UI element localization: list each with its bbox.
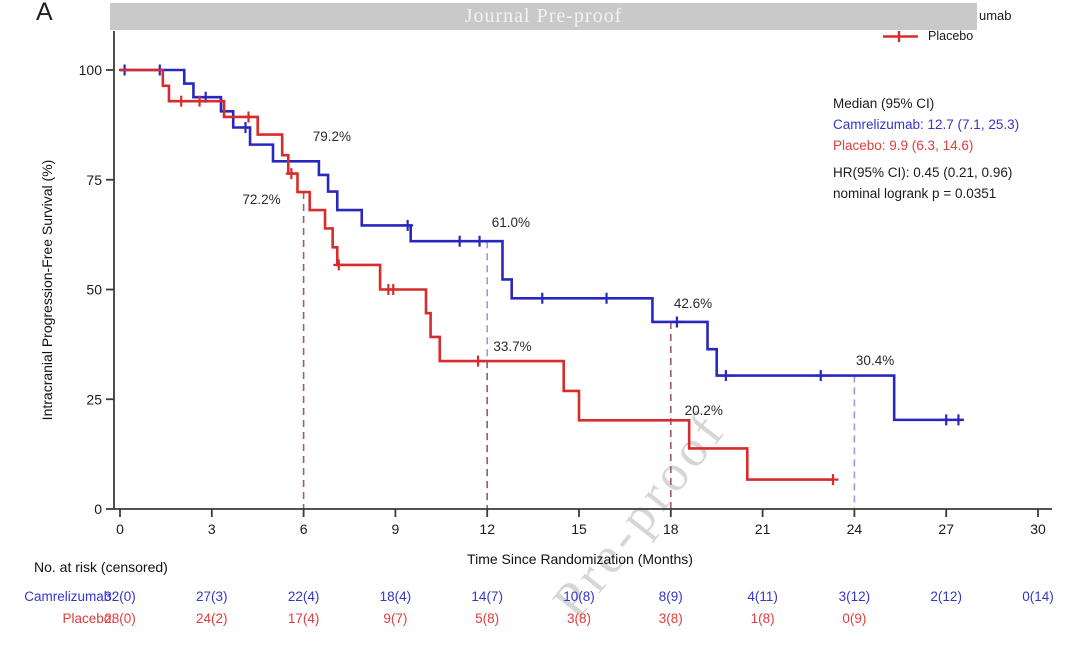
banner-title: Journal Pre-proof <box>464 5 623 27</box>
risk-count: 28(0) <box>104 611 136 626</box>
stat-camrelizumab-median: Camrelizumab: 12.7 (7.1, 25.3) <box>833 117 1020 132</box>
survival-curve-placebo <box>120 68 833 481</box>
landmark-label: 61.0% <box>491 214 531 230</box>
risk-row-label: Placebo: <box>62 611 115 626</box>
landmark-label: 20.2% <box>684 402 723 418</box>
landmark-label: 30.4% <box>855 352 895 368</box>
risk-count: 8(9) <box>658 589 683 604</box>
risk-count: 3(8) <box>658 611 683 626</box>
risk-count: 9(7) <box>383 611 408 626</box>
risk-count: 22(4) <box>287 589 320 604</box>
stat-hazard-ratio: HR(95% CI): 0.45 (0.21, 0.96) <box>833 165 1013 180</box>
landmark-label: 79.2% <box>312 129 352 145</box>
x-tick-label: 0 <box>116 521 124 537</box>
landmark-label: 42.6% <box>673 295 713 311</box>
x-tick-label: 6 <box>300 521 308 537</box>
stat-placebo-median: Placebo: 9.9 (6.3, 14.6) <box>833 138 974 153</box>
risk-count: 0(9) <box>842 611 867 626</box>
y-tick-label: 100 <box>79 62 103 78</box>
y-axis-label: Intracranial Progression-Free Survival (… <box>39 159 55 421</box>
risk-table-header: No. at risk (censored) <box>34 559 168 575</box>
risk-count: 5(8) <box>475 611 500 626</box>
risk-count: 18(4) <box>379 589 412 604</box>
y-tick-label: 50 <box>86 282 102 298</box>
x-tick-label: 30 <box>1030 521 1046 537</box>
risk-count: 3(8) <box>566 611 591 626</box>
risk-count: 17(4) <box>287 611 320 626</box>
risk-count: 3(12) <box>838 589 871 604</box>
stat-median-header: Median (95% CI) <box>833 96 935 111</box>
y-tick-label: 25 <box>86 391 102 407</box>
landmark-label: 33.7% <box>493 338 532 354</box>
placebo-line-marker-icon <box>883 30 918 42</box>
x-tick-label: 24 <box>847 521 863 537</box>
risk-count: 27(3) <box>196 589 228 604</box>
risk-count: 32(0) <box>104 589 136 604</box>
x-tick-label: 3 <box>208 521 216 537</box>
x-tick-label: 21 <box>755 521 771 537</box>
risk-count: 1(8) <box>750 611 775 626</box>
x-axis-label: Time Since Randomization (Months) <box>467 551 693 567</box>
survival-curve-camrelizumab <box>120 68 964 422</box>
panel-label: A <box>36 0 53 26</box>
legend-placebo-entry: Placebo <box>882 29 973 43</box>
risk-count: 0(14) <box>1022 589 1054 604</box>
x-tick-label: 18 <box>663 521 679 537</box>
risk-count: 4(11) <box>747 589 778 604</box>
journal-preproof-banner: Journal Pre-proof <box>110 3 977 30</box>
risk-count: 10(8) <box>563 589 595 604</box>
risk-row-placebo: Placebo: 28(0) 24(2) 17(4) 9(7) 5(8) 3(8) 3(8)… <box>0 611 1080 627</box>
x-tick-label: 27 <box>938 521 954 537</box>
legend-camrelizumab-partial-label: umab <box>979 8 1012 23</box>
risk-count: 24(2) <box>196 611 228 626</box>
x-tick-label: 12 <box>479 521 495 537</box>
risk-row-camrelizumab: Camrelizumab: 32(0) 27(3) 22(4) 18(4) 14(7) 1… <box>0 589 1080 605</box>
stat-logrank-pvalue: nominal logrank p = 0.0351 <box>833 186 997 201</box>
risk-count: 14(7) <box>471 589 503 604</box>
x-tick-label: 15 <box>571 521 587 537</box>
risk-row-label: Camrelizumab: <box>24 589 115 604</box>
landmark-label: 72.2% <box>242 191 281 207</box>
y-tick-label: 0 <box>94 501 102 517</box>
legend-placebo-label: Placebo <box>928 29 974 43</box>
x-tick-label: 9 <box>392 521 400 537</box>
risk-count: 2(12) <box>930 589 962 604</box>
y-tick-label: 75 <box>86 172 102 188</box>
